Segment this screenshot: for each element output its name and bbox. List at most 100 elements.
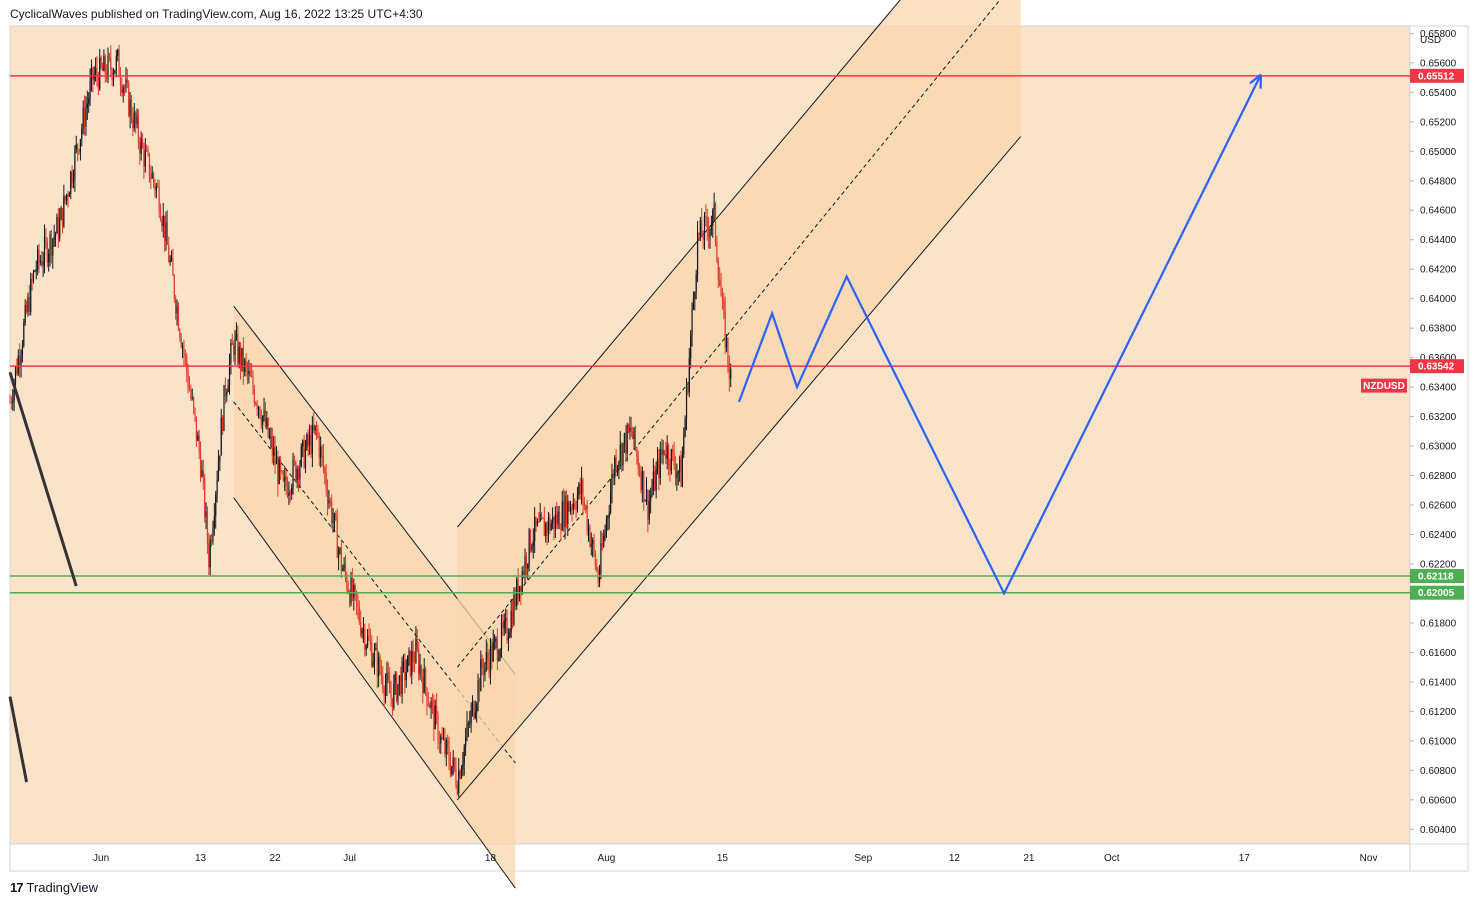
candle-body: [688, 358, 690, 393]
candle-body: [199, 451, 202, 477]
y-tick-label: 0.61400: [1420, 677, 1457, 688]
candle-body: [9, 401, 11, 403]
candle-body: [413, 662, 416, 664]
candle-body: [166, 222, 168, 245]
candle-body: [271, 436, 273, 456]
candle-body: [513, 595, 515, 625]
candle-body: [289, 492, 291, 495]
candle-body: [366, 635, 369, 646]
candle-body: [672, 449, 674, 453]
candle-body: [467, 723, 469, 725]
candle-body: [241, 347, 243, 368]
candle-body: [234, 337, 236, 355]
candle-body: [485, 652, 487, 664]
candle-body: [658, 458, 660, 479]
y-tick-label: 0.65400: [1420, 88, 1457, 99]
candle-body: [110, 57, 112, 70]
candle-body: [108, 55, 111, 58]
candle-body: [561, 501, 563, 531]
candle-body: [267, 418, 269, 437]
candle-body: [415, 638, 417, 663]
candle-body: [473, 701, 475, 718]
candle-body: [420, 665, 423, 677]
candle-body: [60, 208, 62, 220]
x-tick-label: 21: [1023, 853, 1035, 864]
candle-body: [17, 355, 19, 374]
candle-body: [488, 659, 490, 673]
candle-body: [730, 369, 732, 379]
candle-body: [172, 258, 174, 276]
ascending-channel-upper-line[interactable]: [456, 0, 1020, 528]
candle-body: [242, 347, 244, 372]
candle-body: [598, 572, 601, 583]
y-tick-label: 0.63400: [1420, 383, 1457, 394]
candle-body: [560, 528, 562, 531]
candle-body: [215, 494, 217, 517]
y-tick-label: 0.63600: [1420, 353, 1457, 364]
candle-body: [434, 705, 436, 730]
candle-body: [95, 67, 97, 75]
level-price-tag: [1410, 585, 1464, 600]
candle-body: [28, 297, 30, 313]
candle-body: [510, 610, 512, 633]
candle-body: [455, 768, 457, 785]
candle-body: [293, 460, 296, 463]
candle-body: [90, 67, 93, 81]
descending-channel-lower-line[interactable]: [233, 497, 516, 889]
candle-body: [579, 483, 581, 494]
candle-body: [507, 637, 510, 641]
candle-body: [378, 656, 380, 677]
candle-body: [314, 425, 316, 431]
candle-body: [538, 520, 540, 522]
candle-body: [259, 407, 261, 418]
candle-body: [190, 390, 192, 398]
candle-body: [335, 513, 337, 520]
candle-body: [442, 738, 445, 740]
candle-body: [77, 144, 79, 150]
candle-body: [626, 424, 628, 454]
y-tick-label: 0.61800: [1420, 618, 1457, 629]
candle-body: [662, 450, 664, 455]
projection-path[interactable]: [737, 74, 1262, 596]
candle-body: [248, 370, 250, 374]
candle-body: [286, 486, 289, 497]
candle-body: [380, 671, 383, 677]
candle-body: [487, 652, 489, 660]
candle-body: [181, 346, 184, 348]
candle-body: [546, 523, 548, 533]
candle-body: [451, 765, 453, 775]
candle-body: [427, 704, 429, 706]
candle-body: [477, 680, 479, 705]
candle-body: [395, 674, 398, 701]
candle-body: [681, 454, 683, 487]
candle-body: [280, 459, 282, 472]
candle-body: [615, 457, 617, 472]
candle-body: [654, 471, 656, 491]
candle-body: [30, 278, 32, 313]
candle-body: [306, 434, 308, 449]
candle-body: [404, 661, 406, 681]
trendline[interactable]: [8, 696, 29, 783]
candle-body: [123, 87, 126, 89]
symbol-tag: [1361, 378, 1407, 393]
ascending-channel-median-line[interactable]: [456, 0, 1020, 668]
candle-body: [179, 329, 181, 338]
candle-body: [332, 520, 334, 524]
candle-body: [130, 99, 133, 120]
candle-body: [303, 440, 305, 468]
candle-body: [470, 709, 472, 724]
candle-body: [402, 661, 405, 663]
candle-body: [534, 517, 536, 541]
trendline[interactable]: [8, 371, 78, 587]
candle-body: [43, 236, 46, 262]
candle-body: [89, 80, 91, 99]
candle-body: [723, 299, 725, 309]
candle-body: [326, 489, 329, 504]
candle-body: [187, 371, 189, 388]
ascending-channel-lower-line[interactable]: [456, 136, 1022, 801]
candle-body: [691, 308, 693, 335]
candle-body: [706, 216, 708, 229]
candle-body: [569, 507, 572, 512]
candle-body: [652, 471, 654, 491]
